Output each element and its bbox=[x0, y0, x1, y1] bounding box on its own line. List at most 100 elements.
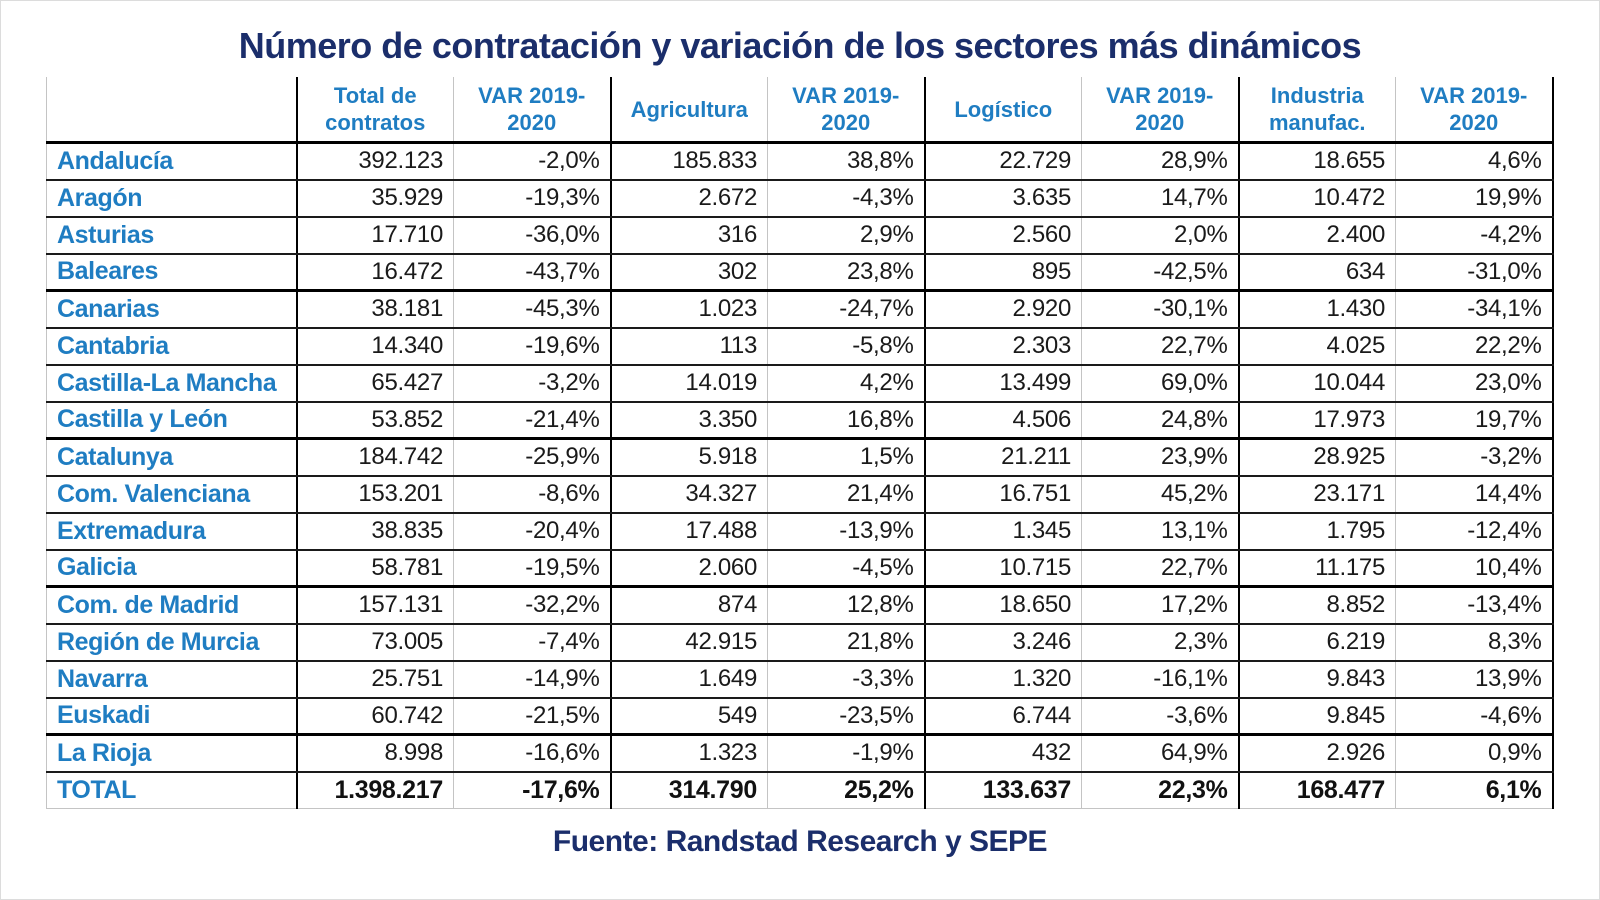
value-cell: 17.973 bbox=[1238, 401, 1396, 440]
value-cell: 9.845 bbox=[1238, 697, 1396, 736]
value-cell: 9.843 bbox=[1238, 660, 1396, 699]
var-cell: 69,0% bbox=[1081, 364, 1240, 403]
var-cell: 2,9% bbox=[767, 216, 926, 255]
value-cell: 25.751 bbox=[296, 660, 454, 699]
value-cell: 53.852 bbox=[296, 401, 454, 440]
var-cell: 6,1% bbox=[1395, 771, 1554, 809]
value-cell: 1.345 bbox=[924, 512, 1082, 551]
table-row: Galicia 58.781 -19,5% 2.060 -4,5% 10.715 22,7%… bbox=[46, 549, 1554, 588]
value-cell: 18.650 bbox=[924, 586, 1082, 625]
var-cell: 2,0% bbox=[1081, 216, 1240, 255]
value-cell: 113 bbox=[610, 327, 768, 366]
value-cell: 10.472 bbox=[1238, 179, 1396, 218]
var-cell: -4,3% bbox=[767, 179, 926, 218]
value-cell: 316 bbox=[610, 216, 768, 255]
value-cell: 184.742 bbox=[296, 438, 454, 477]
var-cell: 1,5% bbox=[767, 438, 926, 477]
value-cell: 1.023 bbox=[610, 290, 768, 329]
header-var-logistico: VAR 2019-2020 bbox=[1081, 77, 1240, 144]
value-cell: 11.175 bbox=[1238, 549, 1396, 588]
var-cell: 19,9% bbox=[1395, 179, 1554, 218]
table-row: Catalunya 184.742 -25,9% 5.918 1,5% 21.211 23,… bbox=[46, 438, 1554, 477]
table-row: Castilla y León 53.852 -21,4% 3.350 16,8% 4.5… bbox=[46, 401, 1554, 440]
value-cell: 153.201 bbox=[296, 475, 454, 514]
var-cell: 25,2% bbox=[767, 771, 926, 809]
header-industria-manufac: Industria manufac. bbox=[1238, 77, 1396, 144]
value-cell: 34.327 bbox=[610, 475, 768, 514]
var-cell: 17,2% bbox=[1081, 586, 1240, 625]
var-cell: 23,0% bbox=[1395, 364, 1554, 403]
total-row: TOTAL 1.398.217 -17,6% 314.790 25,2% 133.637 2… bbox=[46, 771, 1554, 809]
value-cell: 10.715 bbox=[924, 549, 1082, 588]
source-caption: Fuente: Randstad Research y SEPE bbox=[552, 825, 1048, 858]
value-cell: 2.060 bbox=[610, 549, 768, 588]
value-cell: 16.751 bbox=[924, 475, 1082, 514]
region-cell: Castilla y León bbox=[46, 401, 298, 440]
value-cell: 3.635 bbox=[924, 179, 1082, 218]
region-cell: Extremadura bbox=[46, 512, 298, 551]
value-cell: 23.171 bbox=[1238, 475, 1396, 514]
var-cell: -45,3% bbox=[453, 290, 612, 329]
region-cell: Asturias bbox=[46, 216, 298, 255]
value-cell: 18.655 bbox=[1238, 142, 1396, 181]
value-cell: 392.123 bbox=[296, 142, 454, 181]
var-cell: -16,6% bbox=[453, 734, 612, 773]
var-cell: 22,7% bbox=[1081, 327, 1240, 366]
var-cell: 8,3% bbox=[1395, 623, 1554, 662]
var-cell: 22,7% bbox=[1081, 549, 1240, 588]
var-cell: -8,6% bbox=[453, 475, 612, 514]
var-cell: -5,8% bbox=[767, 327, 926, 366]
value-cell: 1.649 bbox=[610, 660, 768, 699]
header-var-total: VAR 2019-2020 bbox=[453, 77, 612, 144]
value-cell: 21.211 bbox=[924, 438, 1082, 477]
header-logistico: Logístico bbox=[924, 77, 1082, 144]
contracts-table: Total de contratos VAR 2019-2020 Agricul… bbox=[46, 77, 1554, 809]
region-cell: La Rioja bbox=[46, 734, 298, 773]
table-row: Andalucía 392.123 -2,0% 185.833 38,8% 22.729 2… bbox=[46, 142, 1554, 181]
table-header: Total de contratos VAR 2019-2020 Agricul… bbox=[46, 77, 1554, 144]
var-cell: -21,4% bbox=[453, 401, 612, 440]
value-cell: 2.926 bbox=[1238, 734, 1396, 773]
var-cell: 22,2% bbox=[1395, 327, 1554, 366]
value-cell: 14.340 bbox=[296, 327, 454, 366]
value-cell: 185.833 bbox=[610, 142, 768, 181]
var-cell: 10,4% bbox=[1395, 549, 1554, 588]
value-cell: 4.025 bbox=[1238, 327, 1396, 366]
value-cell: 65.427 bbox=[296, 364, 454, 403]
header-var-industria: VAR 2019-2020 bbox=[1395, 77, 1554, 144]
table-row: Castilla-La Mancha 65.427 -3,2% 14.019 4,2% 1… bbox=[46, 364, 1554, 403]
var-cell: -3,6% bbox=[1081, 697, 1240, 736]
var-cell: 21,4% bbox=[767, 475, 926, 514]
value-cell: 5.918 bbox=[610, 438, 768, 477]
table-row: Asturias 17.710 -36,0% 316 2,9% 2.560 2,0% 2.40… bbox=[46, 216, 1554, 255]
value-cell: 10.044 bbox=[1238, 364, 1396, 403]
value-cell: 1.320 bbox=[924, 660, 1082, 699]
var-cell: -42,5% bbox=[1081, 253, 1240, 292]
var-cell: 14,4% bbox=[1395, 475, 1554, 514]
var-cell: 22,3% bbox=[1081, 771, 1240, 809]
table-row: Cantabria 14.340 -19,6% 113 -5,8% 2.303 22,7% 4… bbox=[46, 327, 1554, 366]
table-row: La Rioja 8.998 -16,6% 1.323 -1,9% 432 64,9% 2.9… bbox=[46, 734, 1554, 773]
value-cell: 16.472 bbox=[296, 253, 454, 292]
region-cell: Catalunya bbox=[46, 438, 298, 477]
value-cell: 314.790 bbox=[610, 771, 768, 809]
region-cell: Cantabria bbox=[46, 327, 298, 366]
var-cell: 4,6% bbox=[1395, 142, 1554, 181]
header-total-contratos: Total de contratos bbox=[296, 77, 454, 144]
header-row: Total de contratos VAR 2019-2020 Agricul… bbox=[46, 77, 1554, 144]
value-cell: 1.795 bbox=[1238, 512, 1396, 551]
var-cell: 28,9% bbox=[1081, 142, 1240, 181]
var-cell: -12,4% bbox=[1395, 512, 1554, 551]
var-cell: -34,1% bbox=[1395, 290, 1554, 329]
value-cell: 302 bbox=[610, 253, 768, 292]
table-row: Región de Murcia 73.005 -7,4% 42.915 21,8% 3.… bbox=[46, 623, 1554, 662]
value-cell: 4.506 bbox=[924, 401, 1082, 440]
value-cell: 1.398.217 bbox=[296, 771, 454, 809]
var-cell: 23,9% bbox=[1081, 438, 1240, 477]
value-cell: 895 bbox=[924, 253, 1082, 292]
var-cell: -3,3% bbox=[767, 660, 926, 699]
region-cell: Euskadi bbox=[46, 697, 298, 736]
var-cell: 21,8% bbox=[767, 623, 926, 662]
var-cell: -30,1% bbox=[1081, 290, 1240, 329]
value-cell: 3.246 bbox=[924, 623, 1082, 662]
